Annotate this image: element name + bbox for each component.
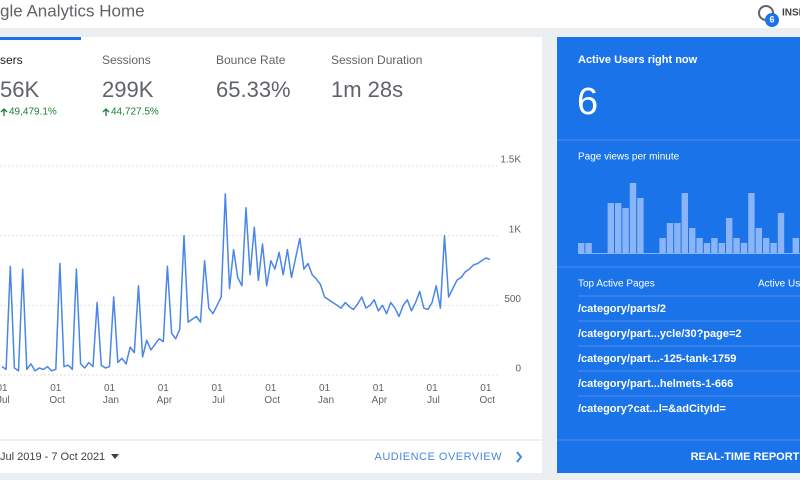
x-tick-label: 01 Jul (424, 383, 440, 406)
insights-label: INSI (782, 8, 800, 19)
x-tick-label: 01 Oct (477, 383, 496, 406)
pageview-bar (607, 203, 614, 253)
x-tick-label: 01 Apr (369, 383, 387, 406)
pageview-bar (770, 243, 777, 253)
metric-change: 44,727.5% (111, 107, 159, 118)
pageview-bar (777, 213, 785, 253)
metric-tab[interactable]: Bounce Rate 65.33% (216, 53, 291, 102)
pages-header: Top Active Pages (578, 279, 655, 290)
metric-value: 299K (102, 77, 154, 102)
pageview-bar (689, 228, 696, 253)
pageviews-bars (578, 183, 800, 254)
pageview-bar (659, 238, 666, 253)
pageview-bar (703, 243, 711, 253)
realtime-card (557, 37, 800, 473)
pageview-bar (711, 238, 718, 253)
page-path[interactable]: /category/part...ycle/30?page=2 (578, 328, 742, 340)
pageview-bar (726, 218, 733, 253)
chevron (516, 451, 523, 463)
pageview-bar (718, 243, 725, 253)
up-arrow (102, 108, 110, 116)
active-users: 6 (577, 81, 598, 123)
pageview-bar (629, 183, 637, 253)
top-bar (0, 0, 800, 28)
date-range: Jul 2019 - 7 Oct 2021 (0, 451, 105, 463)
pageview-bar (615, 203, 622, 253)
pageview-bar (755, 228, 762, 253)
y-tick-label: 0 (515, 364, 521, 375)
realtime-title: Active Users right now (578, 54, 698, 66)
pageview-bar (763, 238, 770, 253)
metric-tab[interactable]: Sessions 299K 44,727.5% (102, 53, 159, 117)
pageview-bar (748, 193, 755, 253)
metric-tab[interactable]: Session Duration 1m 28s (331, 53, 422, 102)
x-tick-label: 01 Jan (315, 383, 334, 406)
page-path[interactable]: /category?cat...l=&adCityId= (578, 403, 726, 415)
page-title: gle Analytics Home (0, 1, 145, 20)
metric-value: 56K (0, 77, 39, 102)
x-tick-label: 01 Oct (262, 383, 281, 406)
audience-overview-link[interactable]: AUDIENCE OVERVIEW (375, 451, 523, 463)
metric-label: sers (0, 53, 23, 67)
x-tick-label: 01 Jul (0, 383, 10, 406)
insights-badge (765, 13, 779, 27)
y-tick-label: 500 (504, 294, 521, 305)
metric-label: Sessions (102, 53, 151, 67)
pageview-bar (792, 238, 799, 253)
insights-button[interactable]: 6 INSI (758, 5, 800, 27)
pageview-bar (637, 198, 644, 253)
link-text: AUDIENCE OVERVIEW (375, 451, 503, 463)
metrics: sers 56K 49,479.1% Sessions 299K 44,727.5% Bou… (0, 53, 422, 117)
pageview-bar (681, 193, 688, 253)
metric-label: Session Duration (331, 53, 422, 67)
active-tab-indicator (0, 37, 81, 40)
x-tick-label: 01 Apr (154, 383, 172, 406)
pageview-bar (666, 223, 674, 253)
audience-card (0, 37, 542, 473)
metric-tab[interactable]: sers 56K 49,479.1% (0, 53, 57, 117)
pageview-bar (674, 223, 681, 253)
x-tick-label: 01 Oct (47, 383, 66, 406)
line-chart: 0 500 1K 1.5K 01 Jul 01 Oct 01 Jan 01 Apr 01 Jul… (0, 155, 521, 406)
page-path[interactable]: /category/parts/2 (578, 303, 666, 315)
pageview-bar (622, 208, 629, 253)
page-path[interactable]: /category/part...-125-tank-1759 (578, 353, 736, 365)
pageview-bar (696, 238, 703, 253)
page-path[interactable]: /category/part...helmets-1-666 (578, 378, 733, 390)
y-tick-label: 1.5K (500, 155, 521, 166)
users-header: Active Use (758, 279, 800, 290)
pageview-bar (733, 238, 740, 253)
metric-change: 49,479.1% (9, 107, 57, 118)
dropdown-arrow (111, 454, 119, 459)
pages-list: /category/parts/2/category/part...ycle/3… (578, 295, 800, 415)
x-tick-label: 01 Jan (100, 383, 119, 406)
insights-count: 6 (769, 14, 774, 24)
metric-value: 65.33% (216, 77, 291, 102)
up-arrow (0, 108, 8, 116)
metric-label: Bounce Rate (216, 53, 286, 67)
pageviews-title: Page views per minute (578, 152, 680, 163)
pageview-bar (740, 243, 748, 253)
metric-value: 1m 28s (331, 77, 403, 102)
pageview-bar (585, 243, 592, 253)
x-tick-label: 01 Jul (209, 383, 225, 406)
line-series (1, 193, 491, 372)
date-range-picker[interactable]: Jul 2019 - 7 Oct 2021 (0, 451, 119, 463)
pageview-bar (578, 243, 585, 253)
realtime-link[interactable]: REAL-TIME REPORT (691, 451, 800, 463)
y-tick-label: 1K (509, 224, 522, 235)
